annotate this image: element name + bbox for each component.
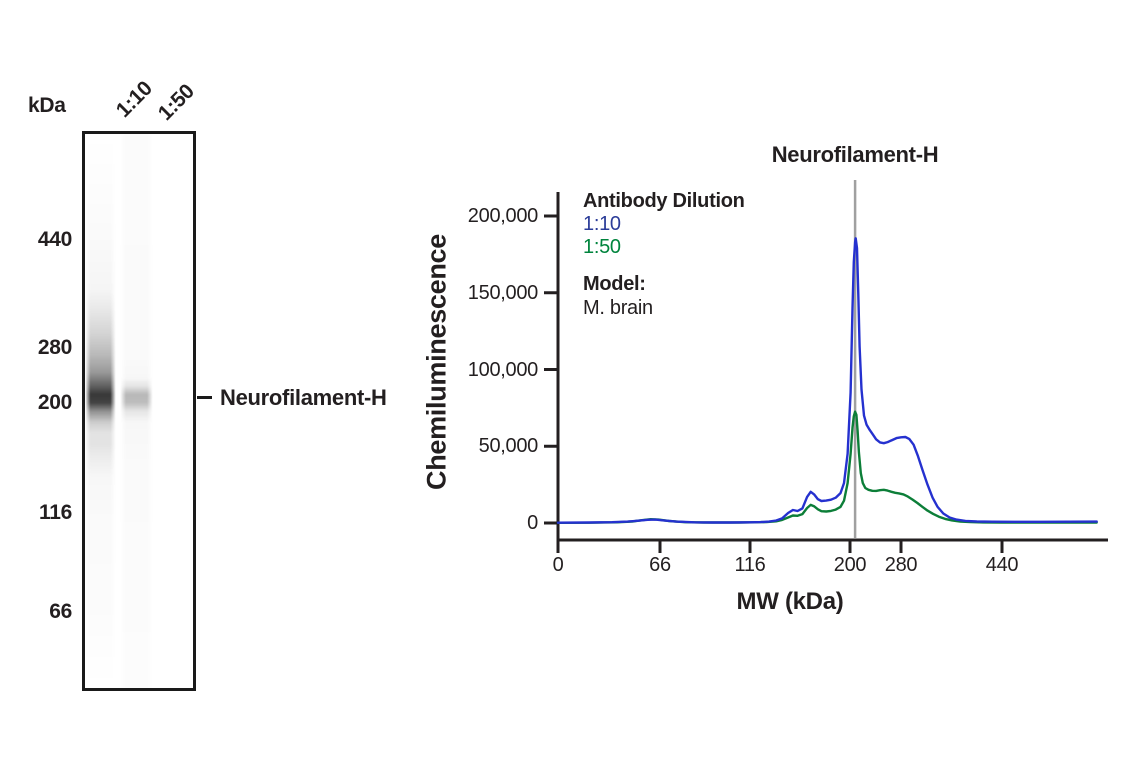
mw-marker-200: 200: [37, 391, 72, 414]
blot-lane-1-10-smear: [85, 134, 116, 688]
y-tick-label-100000: 100,000: [467, 359, 539, 381]
blot-lane-1-50-band: [120, 134, 153, 688]
y-tick-label-150000: 150,000: [467, 282, 539, 304]
mw-marker-116: 116: [39, 501, 72, 524]
y-tick-label-200000: 200,000: [467, 205, 539, 227]
x-tick-label-66: 66: [649, 554, 671, 576]
series-curve-1:50: [556, 410, 1098, 524]
x-tick-label-116: 116: [734, 554, 766, 576]
y-tick-label-0: 0: [527, 512, 538, 534]
x-tick-label-0: 0: [552, 554, 564, 576]
chart-legend: Antibody Dilution 1:10 1:50 Model: M. br…: [583, 189, 783, 320]
kda-unit-label: kDa: [28, 94, 66, 117]
blot-band-label: Neurofilament-H: [220, 385, 387, 410]
mw-marker-280: 280: [37, 336, 72, 359]
mw-marker-440: 440: [37, 228, 72, 251]
legend-item-1-50: 1:50: [583, 236, 621, 258]
x-tick-label-200: 200: [833, 554, 867, 576]
lane-label-1-10: 1:10: [111, 76, 157, 122]
x-tick-label-440: 440: [985, 554, 1019, 576]
legend-title: Antibody Dilution: [583, 190, 745, 212]
x-axis-title: MW (kDa): [736, 588, 844, 615]
chart-title: Neurofilament-H: [771, 142, 939, 167]
y-tick-label-50000: 50,000: [478, 435, 539, 457]
mw-marker-66: 66: [49, 600, 72, 623]
legend-item-1-10: 1:10: [583, 213, 621, 235]
legend-model-label: Model:: [583, 273, 646, 295]
lane-label-1-50: 1:50: [153, 79, 199, 125]
legend-model-value: M. brain: [583, 297, 653, 319]
x-tick-label-280: 280: [884, 554, 918, 576]
band-tick-line: [197, 396, 212, 399]
